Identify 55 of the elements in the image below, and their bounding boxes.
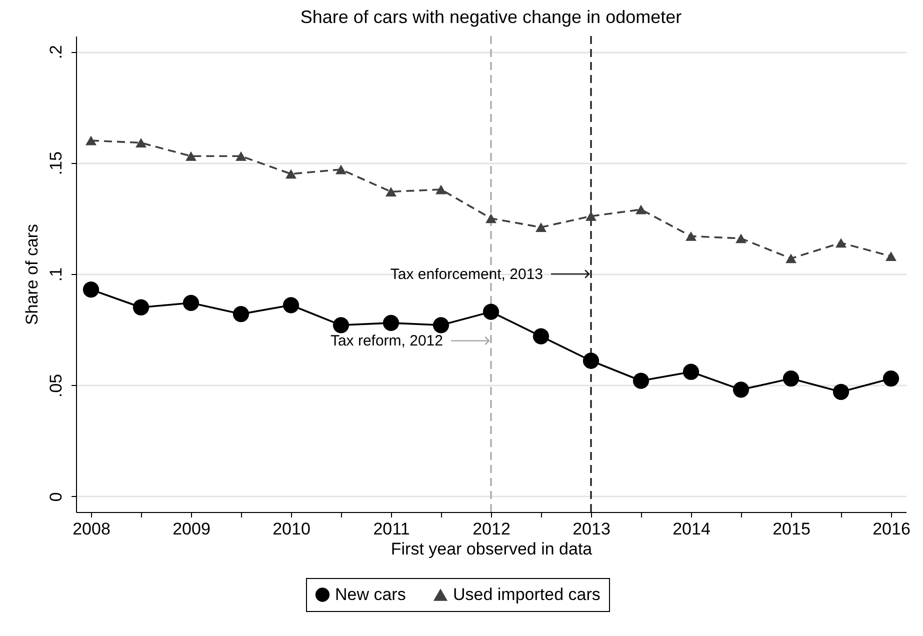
point (786, 254, 796, 264)
x-tick-label: 2011 (373, 520, 410, 538)
point (886, 251, 896, 261)
point (332, 317, 350, 334)
point (186, 151, 196, 161)
point (836, 238, 846, 248)
point (532, 328, 550, 344)
point (86, 136, 96, 146)
point (482, 304, 500, 320)
point (736, 234, 746, 244)
point (382, 314, 400, 331)
point (686, 231, 696, 241)
point (386, 186, 396, 196)
y-tick-label: .2 (46, 44, 66, 60)
point (486, 214, 496, 224)
legend-label: New cars (335, 584, 406, 604)
point (182, 294, 200, 311)
x-tick-label: 2013 (572, 520, 610, 538)
x-tick-label: 2014 (672, 520, 710, 538)
x-tick-label: 2008 (72, 520, 110, 538)
point (132, 299, 150, 316)
x-tick-label: 2015 (772, 520, 810, 538)
point (582, 352, 600, 369)
x-axis-title: First year observed in data (390, 540, 593, 558)
point (432, 317, 450, 334)
y-tick-label: .05 (46, 374, 66, 398)
point (682, 364, 700, 380)
y-tick-label: .1 (46, 267, 66, 282)
point (632, 372, 650, 389)
point (286, 169, 296, 179)
y-axis-title: Share of cars (22, 224, 42, 326)
point (782, 370, 800, 387)
y-tick-label: .15 (46, 151, 66, 176)
x-tick-label: 2010 (272, 520, 310, 538)
point (586, 211, 596, 221)
point (232, 306, 250, 322)
x-tick-label: 2009 (172, 520, 210, 538)
point (236, 151, 246, 161)
x-tick-label: 2016 (872, 520, 910, 538)
legend-label: Used imported cars (453, 584, 600, 604)
y-tick-label: 0 (46, 492, 66, 502)
point (82, 282, 100, 298)
x-tick-label: 2012 (472, 520, 510, 538)
annotation: Tax reform, 2012 (330, 332, 443, 350)
point (336, 164, 346, 174)
point (136, 138, 146, 148)
point (732, 382, 750, 398)
point (536, 222, 546, 232)
point (882, 370, 900, 387)
point (436, 184, 446, 194)
point (636, 204, 646, 214)
annotation: Tax enforcement, 2013 (390, 266, 543, 283)
point (832, 384, 850, 400)
point (282, 297, 300, 314)
chart-title: Share of cars with negative change in odometer (300, 7, 682, 28)
